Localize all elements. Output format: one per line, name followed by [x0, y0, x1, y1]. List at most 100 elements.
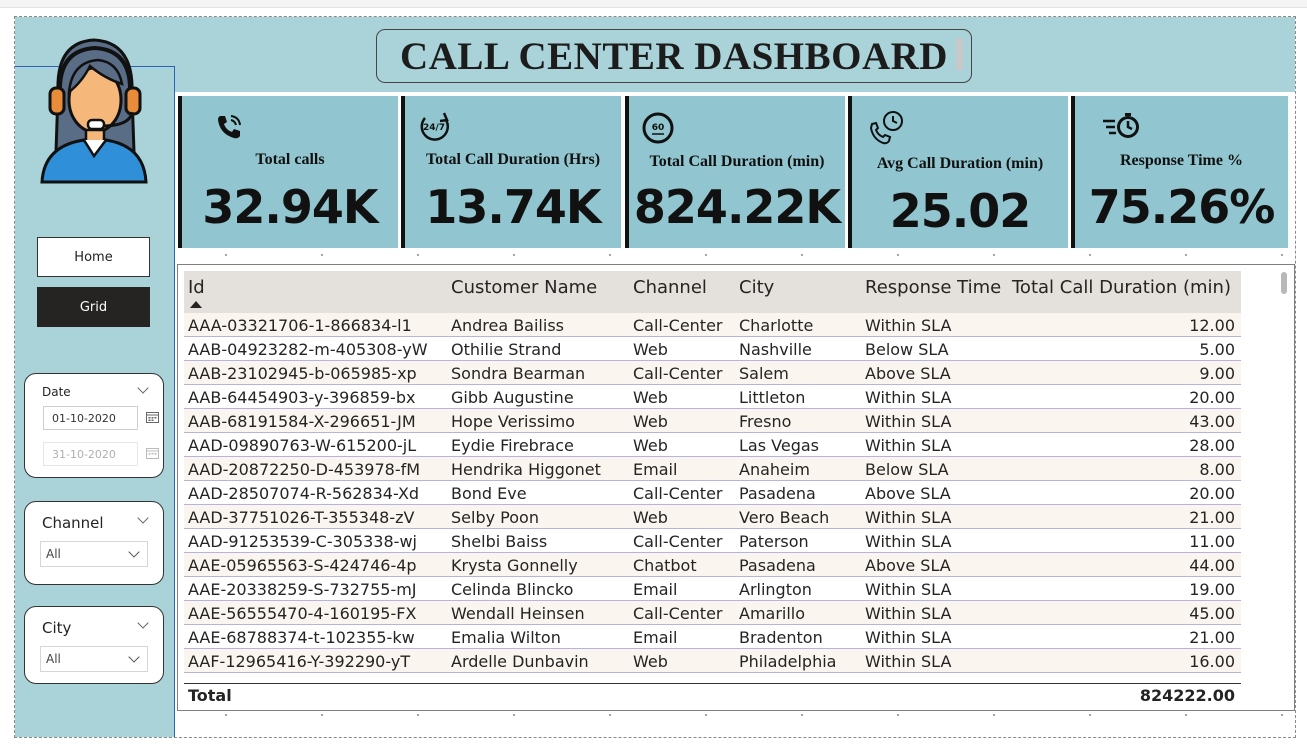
cell-id: AAE-05965563-S-424746-4p	[188, 556, 417, 575]
cell-channel: Chatbot	[633, 556, 697, 575]
chevron-down-icon	[128, 651, 140, 663]
cell-customer-name: Selby Poon	[451, 508, 539, 527]
phone-clock-icon	[869, 111, 903, 145]
cell-id: AAE-56555470-4-160195-FX	[188, 604, 417, 623]
chevron-down-icon[interactable]	[137, 512, 149, 524]
call-agent-avatar-icon	[40, 38, 148, 184]
cell-response-time: Within SLA	[865, 412, 952, 431]
kpi-card-response-time: Response Time % 75.26%	[1071, 96, 1288, 248]
cell-response-time: Above SLA	[865, 484, 951, 503]
cell-city: Amarillo	[739, 604, 806, 623]
cell-total-call-duration: 21.00	[1189, 508, 1235, 527]
cell-id: AAD-91253539-C-305338-wj	[188, 532, 417, 551]
total-label: Total	[188, 686, 232, 705]
cell-response-time: Within SLA	[865, 388, 952, 407]
grid-button[interactable]: Grid	[37, 287, 150, 327]
cell-channel: Call-Center	[633, 364, 723, 383]
calendar-icon[interactable]	[146, 411, 159, 423]
cell-id: AAA-03321706-1-866834-l1	[188, 316, 412, 335]
column-header-total-call-duration[interactable]: Total Call Duration (min)	[1012, 277, 1231, 298]
city-slicer[interactable]: City All	[24, 606, 164, 684]
cell-city: Las Vegas	[739, 436, 819, 455]
cell-customer-name: Bond Eve	[451, 484, 527, 503]
channel-dropdown[interactable]: All	[40, 541, 148, 567]
dashboard-title: CALL CENTER DASHBOARD	[400, 34, 948, 78]
cell-total-call-duration: 20.00	[1189, 484, 1235, 503]
table-row[interactable]: AAE-56555470-4-160195-FX Wendall Heinsen C…	[184, 601, 1241, 625]
canvas-frame	[14, 16, 1296, 738]
cell-city: Bradenton	[739, 628, 823, 647]
kpi-label: Total calls	[255, 151, 325, 168]
table-row[interactable]: AAA-03321706-1-866834-l1 Andrea Bailiss Ca…	[184, 313, 1241, 337]
column-header-id[interactable]: Id	[188, 277, 205, 298]
chevron-down-icon[interactable]	[137, 382, 149, 394]
date-slicer-title: Date	[42, 385, 71, 399]
cell-id: AAB-23102945-b-065985-xp	[188, 364, 417, 383]
cell-customer-name: Andrea Bailiss	[451, 316, 564, 335]
kpi-label: Avg Call Duration (min)	[876, 155, 1044, 172]
cell-response-time: Within SLA	[865, 436, 952, 455]
cell-total-call-duration: 44.00	[1189, 556, 1235, 575]
table-row[interactable]: AAE-05965563-S-424746-4p Krysta Gonnelly C…	[184, 553, 1241, 577]
cell-response-time: Within SLA	[865, 628, 952, 647]
table-row[interactable]: AAE-20338259-S-732755-mJ Celinda Blincko E…	[184, 577, 1241, 601]
cell-channel: Email	[633, 628, 678, 647]
cell-channel: Web	[633, 340, 668, 359]
column-header-city[interactable]: City	[739, 277, 775, 298]
cell-total-call-duration: 19.00	[1189, 580, 1235, 599]
cell-city: Philadelphia	[739, 652, 837, 671]
kpi-value: 824.22K	[633, 180, 841, 234]
table-row[interactable]: AAB-68191584-X-296651-JM Hope Verissimo We…	[184, 409, 1241, 433]
calendar-icon[interactable]	[146, 447, 159, 459]
cell-response-time: Above SLA	[865, 556, 951, 575]
24-7-icon: 24/7	[420, 112, 449, 141]
column-header-channel[interactable]: Channel	[633, 277, 707, 298]
table-row[interactable]: AAB-04923282-m-405308-yW Othilie Strand We…	[184, 337, 1241, 361]
cell-id: AAB-64454903-y-396859-bx	[188, 388, 416, 407]
table-row[interactable]: AAB-64454903-y-396859-bx Gibb Augustine We…	[184, 385, 1241, 409]
date-end-input[interactable]: 31-10-2020	[43, 442, 159, 466]
table-row[interactable]: AAE-68788374-t-102355-kw Emalia Wilton Ema…	[184, 625, 1241, 649]
date-end-value: 31-10-2020	[52, 447, 116, 461]
grid-table[interactable]: Id Customer Name Channel City Response T…	[184, 271, 1241, 687]
table-row[interactable]: AAD-09890763-W-615200-jL Eydie Firebrace W…	[184, 433, 1241, 457]
phone-ringing-icon	[218, 115, 241, 139]
channel-slicer[interactable]: Channel All	[24, 501, 164, 585]
sort-ascending-icon[interactable]	[190, 301, 202, 308]
svg-text:24/7: 24/7	[423, 123, 445, 133]
column-header-response-time[interactable]: Response Time	[865, 277, 1002, 298]
cell-channel: Email	[633, 580, 678, 599]
table-body: AAA-03321706-1-866834-l1 Andrea Bailiss Ca…	[184, 313, 1241, 687]
table-row[interactable]: AAD-37751026-T-355348-zV Selby Poon Web Ver…	[184, 505, 1241, 529]
kpi-card-total-call-duration-min: 60 Total Call Duration (min) 824.22K	[625, 96, 845, 248]
cell-customer-name: Emalia Wilton	[451, 628, 561, 647]
kpi-card-total-calls: Total calls 32.94K	[178, 96, 398, 248]
cell-id: AAD-20872250-D-453978-fM	[188, 460, 421, 479]
column-header-customer-name[interactable]: Customer Name	[451, 277, 598, 298]
cell-response-time: Within SLA	[865, 652, 952, 671]
cell-channel: Web	[633, 436, 668, 455]
date-slicer[interactable]: Date 01-10-2020 31-10-2020	[24, 373, 164, 478]
kpi-card-avg-call-duration: Avg Call Duration (min) 25.02	[848, 96, 1068, 248]
60-minutes-icon: 60	[642, 112, 674, 144]
city-dropdown[interactable]: All	[40, 646, 148, 672]
table-scrollbar[interactable]	[1281, 272, 1287, 294]
chevron-down-icon[interactable]	[137, 617, 149, 629]
visual-border-dots	[178, 254, 1293, 256]
cell-city: Arlington	[739, 580, 812, 599]
table-row[interactable]: AAD-28507074-R-562834-Xd Bond Eve Call-Cen…	[184, 481, 1241, 505]
home-button[interactable]: Home	[37, 237, 150, 277]
cell-customer-name: Krysta Gonnelly	[451, 556, 578, 575]
table-row[interactable]: AAD-20872250-D-453978-fM Hendrika Higgone…	[184, 457, 1241, 481]
cell-customer-name: Eydie Firebrace	[451, 436, 574, 455]
cell-total-call-duration: 16.00	[1189, 652, 1235, 671]
total-value: 824222.00	[1139, 686, 1235, 705]
cell-total-call-duration: 20.00	[1189, 388, 1235, 407]
table-row[interactable]: AAF-12965416-Y-392290-yT Ardelle Dunbavin…	[184, 649, 1241, 673]
table-row[interactable]: AAB-23102945-b-065985-xp Sondra Bearman Ca…	[184, 361, 1241, 385]
cell-total-call-duration: 12.00	[1189, 316, 1235, 335]
cell-city: Pasadena	[739, 484, 816, 503]
table-row[interactable]: AAD-91253539-C-305338-wj Shelbi Baiss Call…	[184, 529, 1241, 553]
date-start-input[interactable]: 01-10-2020	[43, 406, 159, 430]
kpi-value: 32.94K	[202, 180, 378, 234]
